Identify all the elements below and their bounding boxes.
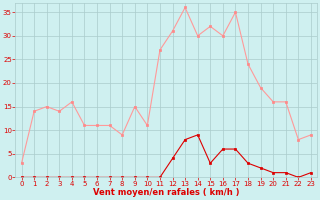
X-axis label: Vent moyen/en rafales ( km/h ): Vent moyen/en rafales ( km/h ) bbox=[93, 188, 239, 197]
